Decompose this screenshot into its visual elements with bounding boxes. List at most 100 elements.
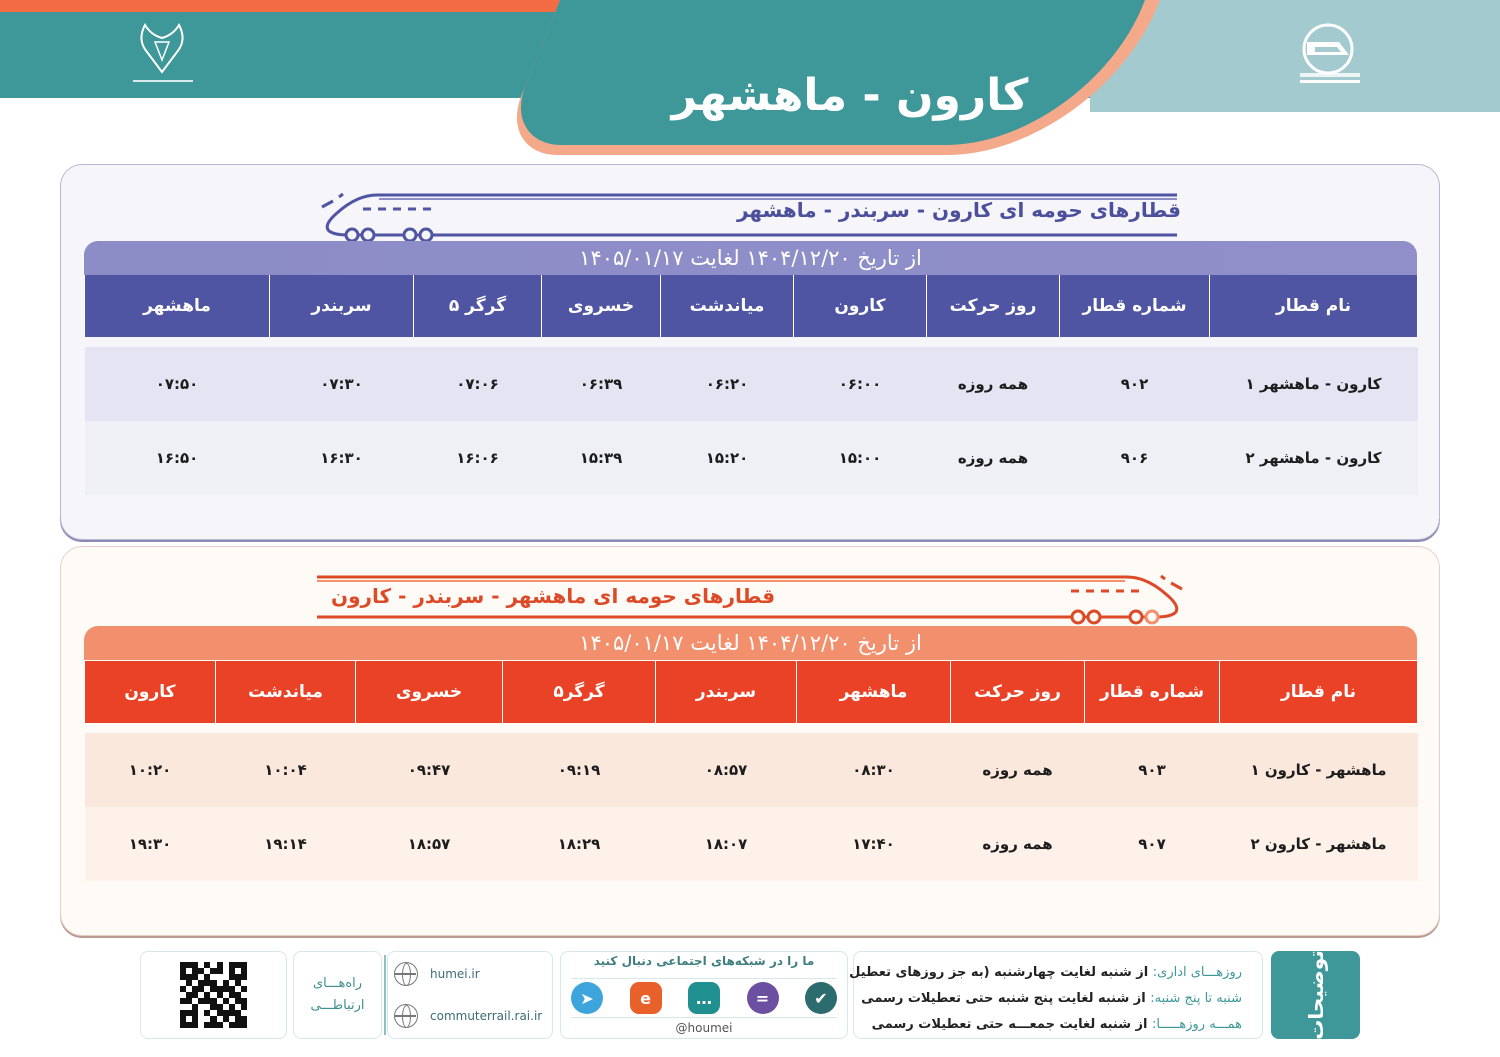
time-cell: ۱۸:۰۷	[655, 807, 797, 881]
time-cell: ۰۸:۵۷	[655, 733, 797, 807]
column-header: ماهشهر	[84, 275, 270, 337]
bale-icon[interactable]: =	[746, 982, 779, 1014]
note-label: شنبه تا پنج شنبه:	[1150, 991, 1242, 1006]
train-name: کارون - ماهشهر ۱	[1209, 347, 1418, 421]
time-cell: ۱۶:۵۰	[84, 421, 270, 495]
header-white-cut	[0, 98, 600, 158]
column-header: گرگر ۵	[413, 275, 542, 337]
notes-box: روزهـــای اداری: از شنبه لغایت چهارشنبه …	[843, 951, 1263, 1039]
soroush-icon[interactable]: …	[688, 982, 720, 1014]
time-cell: ۱۷:۴۰	[796, 807, 951, 881]
train-number: ۹۰۷	[1084, 807, 1220, 881]
run-days: همه روزه	[926, 347, 1060, 421]
website-link[interactable]: humei.ir	[394, 954, 544, 994]
column-header: گرگر۵	[502, 661, 656, 723]
page-title: کارون - ماهشهر	[671, 70, 1029, 121]
telegram-icon[interactable]: ➤	[571, 982, 603, 1014]
column-header: کارون	[84, 661, 216, 723]
column-header: ماهشهر	[796, 661, 951, 723]
time-cell: ۰۷:۳۰	[269, 347, 414, 421]
time-cell: ۱۰:۰۴	[215, 733, 356, 807]
note-text: از شنبه لغایت پنج شنبه حتی تعطیلات رسمی	[861, 991, 1151, 1006]
social-icons-row: ➤ e … = ✔	[571, 978, 837, 1018]
date-range-bar: از تاریخ ۱۴۰۴/۱۲/۲۰ لغایت ۱۴۰۵/۰۱/۱۷	[84, 626, 1417, 660]
contact-label-box: راه‌هـــای ارتباطـــی	[293, 951, 382, 1039]
globe-icon	[394, 962, 418, 986]
column-header: خسروی	[541, 275, 661, 337]
rubika-icon[interactable]: ✔	[805, 982, 837, 1014]
link-text[interactable]: humei.ir	[430, 967, 480, 981]
note-line: همـــه روزهـــــا: از شنبه لغایت جمعـــه…	[862, 1012, 1242, 1038]
section-title: قطارهای حومه ای کارون - سربندر - ماهشهر	[736, 198, 1181, 222]
column-header: خسروی	[355, 661, 503, 723]
website-link[interactable]: commuterrail.rai.ir	[394, 996, 544, 1036]
train-name: ماهشهر - کارون ۱	[1219, 733, 1418, 807]
social-title: ما را در شبکه‌های اجتماعی دنبال کنید	[593, 954, 815, 968]
time-cell: ۱۶:۰۶	[413, 421, 542, 495]
time-cell: ۰۶:۰۰	[793, 347, 927, 421]
run-days: همه روزه	[926, 421, 1060, 495]
eitaa-icon[interactable]: e	[629, 982, 662, 1014]
train-name: ماهشهر - کارون ۲	[1219, 807, 1418, 881]
time-cell: ۰۶:۲۰	[660, 347, 794, 421]
note-line: شنبه تا پنج شنبه: از شنبه لغایت پنج شنبه…	[861, 986, 1242, 1012]
note-label: روزهـــای اداری:	[1152, 965, 1242, 980]
column-header: روز حرکت	[950, 661, 1085, 723]
table-row: ماهشهر - کارون ۱ ۹۰۳ همه روزه ۰۸:۳۰ ۰۸:۵…	[84, 733, 1418, 807]
train-number: ۹۰۳	[1084, 733, 1220, 807]
contact-label-line: راه‌هـــای	[312, 976, 363, 991]
timetable: نام قطار شماره قطار روز حرکت کارون میاند…	[84, 275, 1418, 495]
column-header: میاندشت	[215, 661, 356, 723]
train-number: ۹۰۲	[1059, 347, 1210, 421]
run-days: همه روزه	[950, 807, 1085, 881]
column-header: نام قطار	[1219, 661, 1418, 723]
qr-code-icon[interactable]	[179, 962, 248, 1028]
note-line: روزهـــای اداری: از شنبه لغایت چهارشنبه …	[843, 960, 1242, 986]
time-cell: ۰۸:۳۰	[796, 733, 951, 807]
column-header: روز حرکت	[926, 275, 1060, 337]
time-cell: ۱۶:۳۰	[269, 421, 414, 495]
links-box: humei.ir commuterrail.rai.ir	[387, 951, 553, 1039]
train-name: کارون - ماهشهر ۲	[1209, 421, 1418, 495]
time-cell: ۱۹:۱۴	[215, 807, 356, 881]
column-header: شماره قطار	[1059, 275, 1210, 337]
train-outline-icon	[321, 192, 1177, 243]
time-cell: ۱۹:۳۰	[84, 807, 216, 881]
iran-railways-emblem-icon	[133, 22, 193, 82]
time-cell: ۱۸:۲۹	[502, 807, 656, 881]
column-header: سربندر	[655, 661, 797, 723]
notes-label: توضیحات	[1271, 950, 1360, 1040]
link-text[interactable]: commuterrail.rai.ir	[430, 1009, 543, 1023]
section-mahshahr-karun: قطارهای حومه ای ماهشهر - سربندر - کارون …	[60, 546, 1440, 936]
train-outline-icon	[317, 574, 1183, 625]
social-handle[interactable]: @houmei	[675, 1021, 733, 1035]
column-header: شماره قطار	[1084, 661, 1220, 723]
section-karun-mahshahr: قطارهای حومه ای کارون - سربندر - ماهشهر …	[60, 164, 1440, 540]
time-cell: ۱۸:۵۷	[355, 807, 503, 881]
time-cell: ۰۹:۱۹	[502, 733, 656, 807]
timetable: نام قطار شماره قطار روز حرکت ماهشهر سربن…	[84, 661, 1418, 881]
contact-label-line: ارتباطـــی	[310, 998, 365, 1013]
hoomeh-rail-logo-icon	[1300, 23, 1360, 83]
time-cell: ۰۶:۳۹	[541, 347, 661, 421]
note-label: همـــه روزهـــــا:	[1152, 1017, 1242, 1032]
run-days: همه روزه	[950, 733, 1085, 807]
time-cell: ۱۰:۲۰	[84, 733, 216, 807]
table-row: ماهشهر - کارون ۲ ۹۰۷ همه روزه ۱۷:۴۰ ۱۸:۰…	[84, 807, 1418, 881]
time-cell: ۱۵:۲۰	[660, 421, 794, 495]
time-cell: ۱۵:۰۰	[793, 421, 927, 495]
social-box: ما را در شبکه‌های اجتماعی دنبال کنید ➤ e…	[560, 951, 848, 1039]
date-range-bar: از تاریخ ۱۴۰۴/۱۲/۲۰ لغایت ۱۴۰۵/۰۱/۱۷	[84, 241, 1417, 275]
column-header: نام قطار	[1209, 275, 1418, 337]
table-row: کارون - ماهشهر ۲ ۹۰۶ همه روزه ۱۵:۰۰ ۱۵:۲…	[84, 421, 1418, 495]
time-cell: ۰۷:۰۶	[413, 347, 542, 421]
note-text: از شنبه لغایت جمعـــه حتی تعطیلات رسمی	[871, 1017, 1153, 1032]
time-cell: ۰۹:۴۷	[355, 733, 503, 807]
column-header: سربندر	[269, 275, 414, 337]
train-number: ۹۰۶	[1059, 421, 1210, 495]
time-cell: ۰۷:۵۰	[84, 347, 270, 421]
divider	[384, 955, 386, 1035]
column-header: میاندشت	[660, 275, 794, 337]
column-header: کارون	[793, 275, 927, 337]
time-cell: ۱۵:۳۹	[541, 421, 661, 495]
